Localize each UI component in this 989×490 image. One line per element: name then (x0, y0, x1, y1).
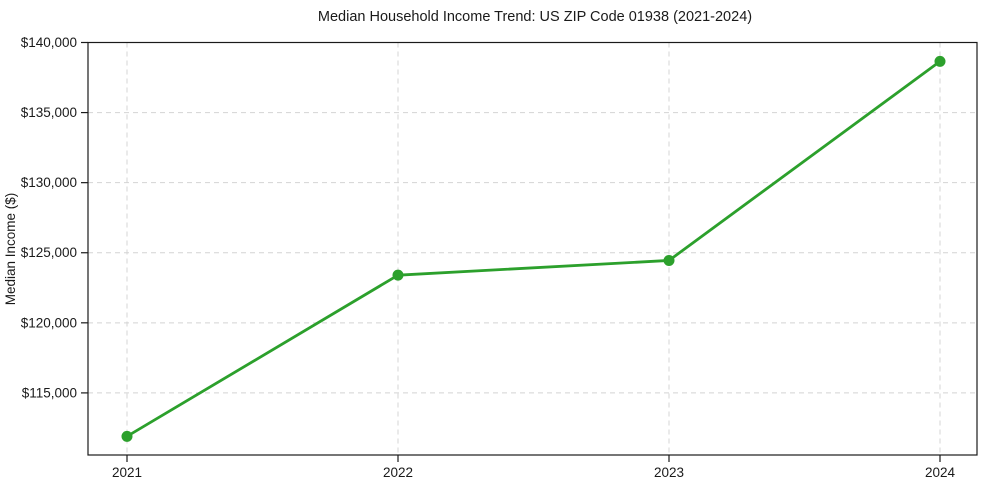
chart-title: Median Household Income Trend: US ZIP Co… (318, 9, 752, 25)
data-point-2022 (392, 269, 404, 281)
x-tick-label: 2023 (654, 465, 684, 480)
data-point-2021 (121, 430, 133, 442)
axes-layer: $115,000 $120,000 $125,000 $130,000 $135,000… (21, 35, 978, 480)
plot-frame (87, 41, 978, 456)
x-tick-label: 2022 (383, 465, 413, 480)
y-tick-label: $130,000 (21, 175, 77, 190)
x-tick-label: 2024 (925, 465, 956, 480)
x-tick-label: 2021 (112, 465, 142, 480)
y-axis-label: Median Income ($) (3, 193, 18, 306)
data-point-2024 (934, 55, 946, 67)
y-tick-label: $120,000 (21, 315, 77, 330)
data-line (125, 60, 942, 438)
y-tick-label: $140,000 (21, 35, 77, 50)
y-tick-label: $125,000 (21, 245, 77, 260)
y-tick-label: $135,000 (21, 105, 77, 120)
y-tick-label: $115,000 (22, 385, 77, 400)
data-point-2023 (663, 254, 675, 266)
series-layer (121, 55, 946, 442)
grid-layer (88, 42, 977, 455)
